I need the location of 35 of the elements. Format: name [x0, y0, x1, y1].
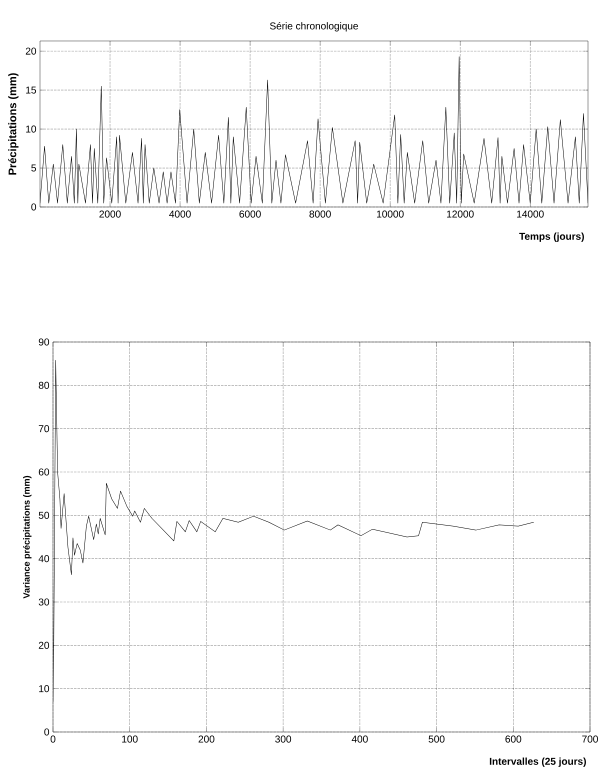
- y-tick-label: 50: [38, 512, 50, 519]
- y-tick-label: 90: [38, 338, 50, 346]
- y-tick-label: 5: [31, 164, 36, 172]
- y-axis-title: Variance précipitations (mm): [23, 476, 32, 598]
- y-tick-label: 20: [26, 48, 36, 55]
- x-axis-title: Intervalles (25 jours): [490, 758, 586, 767]
- x-tick-label: 400: [352, 736, 368, 743]
- x-tick-label: 500: [428, 736, 445, 743]
- y-tick-label: 20: [38, 642, 50, 649]
- x-tick-label: 700: [582, 736, 598, 743]
- y-tick-label: 30: [38, 598, 50, 606]
- x-tick-label: 200: [198, 736, 214, 743]
- x-tick-label: 0: [50, 736, 56, 743]
- x-tick-label: 4000: [169, 210, 191, 218]
- x-tick-label: 2000: [99, 210, 121, 218]
- y-tick-label: 0: [44, 728, 50, 736]
- y-tick-label: 60: [38, 468, 50, 476]
- x-tick-label: 300: [275, 736, 292, 743]
- x-tick-label: 6000: [239, 210, 261, 218]
- y-tick-label: 10: [26, 126, 36, 133]
- x-tick-label: 8000: [309, 210, 331, 218]
- y-axis-title: Précipitations (mm): [8, 73, 18, 175]
- x-tick-label: 14000: [517, 210, 544, 218]
- x-axis-title: Temps (jours): [519, 232, 584, 242]
- y-tick-label: 80: [38, 382, 50, 389]
- y-tick-label: 15: [26, 86, 36, 94]
- y-tick-label: 40: [38, 555, 50, 562]
- y-tick-label: 10: [39, 685, 50, 692]
- x-tick-label: 600: [505, 736, 522, 743]
- chart-title: Série chronologique: [270, 22, 358, 32]
- x-tick-label: 12000: [447, 210, 474, 218]
- y-tick-label: 0: [31, 203, 36, 211]
- y-tick-label: 70: [38, 425, 50, 432]
- x-tick-label: 10000: [377, 210, 404, 218]
- x-tick-label: 100: [122, 736, 138, 743]
